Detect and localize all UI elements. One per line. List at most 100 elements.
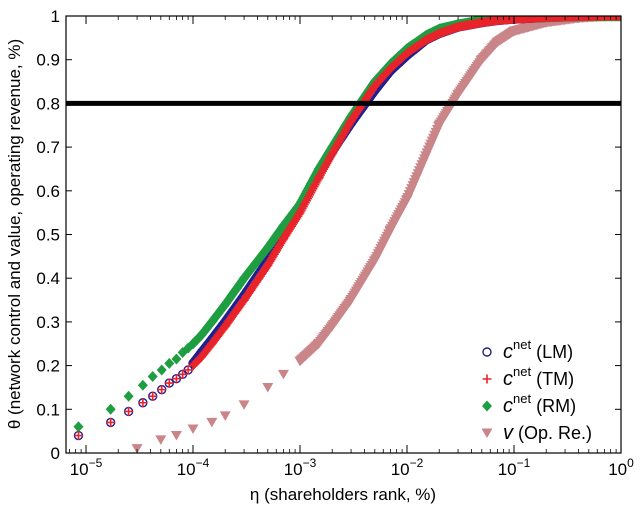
x-tick-label: 10−2 <box>391 456 424 479</box>
dense-marker <box>308 184 318 194</box>
x-tick-label: 100 <box>608 456 634 479</box>
plot-area <box>66 16 621 453</box>
dense-marker <box>611 16 621 21</box>
data-point <box>171 353 182 365</box>
dense-marker <box>314 172 324 182</box>
data-point <box>178 369 188 379</box>
dense-marker <box>297 204 307 214</box>
legend-marker <box>482 347 492 357</box>
legend-label: cnet (LM) <box>503 337 573 363</box>
dense-marker <box>614 16 621 21</box>
data-point <box>164 357 175 369</box>
dense-marker <box>323 157 333 167</box>
y-tick-label: 0 <box>51 444 60 463</box>
dense-marker <box>304 192 314 202</box>
dense-marker <box>612 16 621 21</box>
y-tick-label: 0.3 <box>36 313 60 332</box>
dense-marker <box>316 168 326 178</box>
dense-marker <box>313 174 323 184</box>
series-1 <box>73 16 621 441</box>
data-point <box>262 382 274 393</box>
dense-marker <box>321 160 331 170</box>
y-tick-label: 0.9 <box>36 51 60 70</box>
data-point <box>219 411 231 421</box>
dense-marker <box>307 186 317 196</box>
series-layer <box>73 16 621 453</box>
dense-marker <box>606 16 616 21</box>
dense-marker <box>305 190 315 200</box>
dense-marker <box>317 166 327 176</box>
dense-marker <box>310 180 320 190</box>
y-tick-label: 0.8 <box>36 94 60 113</box>
data-point <box>164 378 174 388</box>
data-point <box>124 406 134 416</box>
x-axis-label: η (shareholders rank, %) <box>250 485 436 504</box>
data-point <box>238 400 250 410</box>
data-point <box>157 385 167 395</box>
data-point <box>73 421 84 433</box>
data-point <box>171 374 181 384</box>
dense-marker <box>604 16 614 21</box>
data-point <box>206 417 218 428</box>
legend-marker <box>481 428 493 438</box>
legend-item: cnet (RM) <box>482 391 576 417</box>
y-tick-label: 0.6 <box>36 182 60 201</box>
dense-marker <box>615 16 621 21</box>
data-point <box>138 398 148 408</box>
x-tick-label: 10−3 <box>284 456 317 479</box>
dense-marker <box>607 16 617 21</box>
dense-marker <box>602 16 612 21</box>
data-point <box>187 424 199 434</box>
data-point <box>277 369 289 380</box>
data-point <box>183 365 193 375</box>
legend: cnet (LM)cnet (TM)cnet (RM) v (Op. Re.) <box>481 337 592 444</box>
legend-label: v (Op. Re.) <box>503 422 592 444</box>
dense-marker <box>315 170 325 180</box>
dense-marker <box>300 198 310 208</box>
dense-marker <box>303 194 312 204</box>
data-point <box>73 431 83 441</box>
dense-marker <box>603 16 613 21</box>
dense-marker <box>613 16 621 21</box>
y-tick-label: 0.5 <box>36 226 60 245</box>
dense-marker <box>325 153 335 163</box>
data-point <box>123 390 134 402</box>
legend-marker <box>482 400 492 412</box>
y-tick-label: 0.1 <box>36 400 60 419</box>
dense-marker <box>609 16 619 21</box>
dense-marker <box>610 16 620 21</box>
data-point <box>156 364 167 376</box>
dense-marker <box>600 16 610 21</box>
axes-layer: 0 0.1 0.2 0.3 0.4 0.5 0.6 0.7 0.8 0.9 1 10−5 10−4 10−… <box>36 7 634 479</box>
x-tick-label: 10−5 <box>70 456 103 479</box>
x-tick-label: 10−4 <box>177 456 210 479</box>
legend-label: cnet (RM) <box>503 391 576 417</box>
dense-marker <box>319 164 329 174</box>
legend-marker <box>482 374 492 384</box>
y-tick-label: 0.4 <box>36 269 60 288</box>
dense-marker <box>322 158 332 168</box>
dense-marker <box>296 206 306 216</box>
dense-marker <box>324 155 334 165</box>
dense-marker <box>312 176 322 186</box>
dense-marker <box>306 188 316 198</box>
dense-marker <box>601 16 611 21</box>
data-point <box>106 417 116 427</box>
data-point <box>148 391 158 401</box>
y-tick-label: 1 <box>51 7 60 26</box>
x-tick-label: 10−1 <box>498 456 531 479</box>
data-point <box>170 431 182 441</box>
y-tick-label: 0.2 <box>36 357 60 376</box>
y-tick-label: 0.7 <box>36 138 60 157</box>
dense-marker <box>309 182 319 192</box>
dense-marker <box>295 208 305 218</box>
y-axis-label: θ (network control and value, operating … <box>5 39 24 429</box>
legend-label: cnet (TM) <box>503 364 574 390</box>
dense-marker <box>298 202 308 212</box>
dense-marker <box>311 178 321 188</box>
legend-item: v (Op. Re.) <box>481 422 592 444</box>
data-point <box>137 379 148 391</box>
data-point <box>155 435 167 445</box>
data-point <box>131 444 143 453</box>
